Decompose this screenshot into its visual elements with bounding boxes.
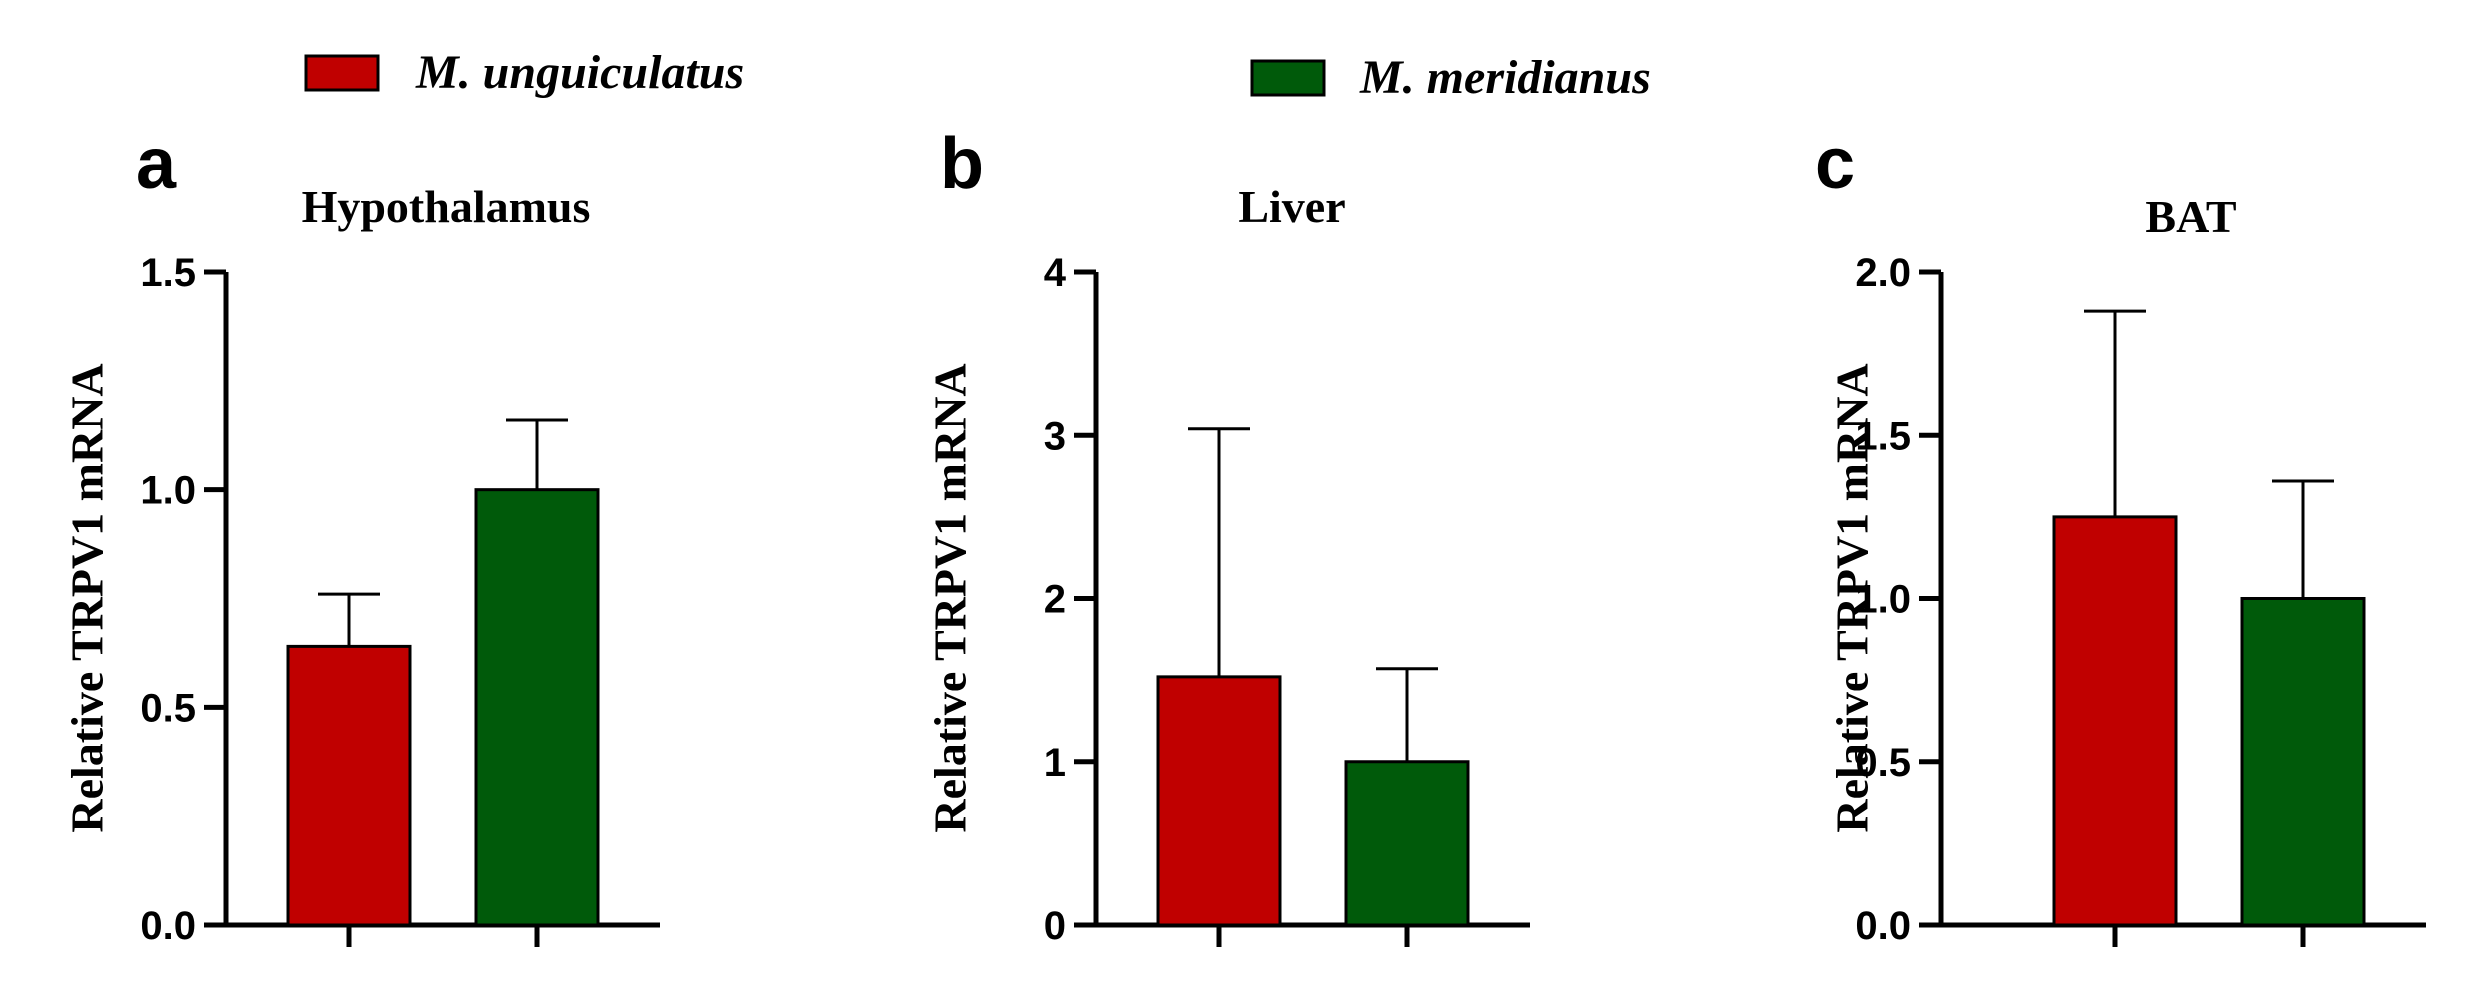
- panel-title: Hypothalamus: [302, 181, 591, 232]
- legend-label-meridianus: M. meridianus: [1359, 51, 1651, 104]
- y-axis-label: Relative TRPV1 mRNA: [925, 363, 976, 832]
- panel-b: b Liver Relative TRPV1 mRNA 0 1 2 3 4: [925, 124, 1530, 948]
- bar: [2052, 515, 2178, 927]
- y-tick-label: 1.5: [140, 251, 196, 295]
- y-tick-label: 1.0: [1855, 578, 1911, 622]
- legend: M. unguiculatus M. meridianus: [304, 46, 1651, 104]
- y-tick-label: 0.0: [140, 904, 196, 948]
- bar: [474, 488, 600, 927]
- y-tick-label: 4: [1044, 251, 1067, 295]
- panels: a Hypothalamus Relative TRPV1 mRNA 0.0 0.5 1.…: [62, 124, 2426, 948]
- panel-letter: a: [136, 124, 177, 204]
- y-tick-label: 0: [1044, 904, 1066, 948]
- y-tick-label: 0.0: [1855, 904, 1911, 948]
- y-tick-label: 0.5: [1855, 741, 1911, 785]
- y-axis-label: Relative TRPV1 mRNA: [1827, 363, 1878, 832]
- panel-a: a Hypothalamus Relative TRPV1 mRNA 0.0 0.5 1.…: [62, 124, 660, 948]
- bar: [1156, 675, 1282, 927]
- y-tick-label: 1.5: [1855, 414, 1911, 458]
- y-tick-label: 2.0: [1855, 251, 1911, 295]
- y-tick-label: 3: [1044, 414, 1066, 458]
- legend-swatch-meridianus: [1250, 59, 1326, 97]
- legend-label-unguiculatus: M. unguiculatus: [415, 46, 744, 99]
- panel-letter: c: [1815, 124, 1855, 204]
- bar: [286, 644, 412, 927]
- panel-title: Liver: [1238, 181, 1345, 232]
- panel-title: BAT: [2145, 191, 2236, 242]
- bar: [2240, 597, 2366, 927]
- bar: [1344, 760, 1470, 927]
- y-tick-label: 1: [1044, 741, 1066, 785]
- panel-letter: b: [940, 124, 984, 204]
- y-tick-label: 2: [1044, 578, 1066, 622]
- y-axis-label: Relative TRPV1 mRNA: [62, 363, 113, 832]
- y-tick-label: 0.5: [140, 686, 196, 730]
- panel-c: c BAT Relative TRPV1 mRNA 0.0 0.5 1.0 1.5 2.0: [1815, 124, 2426, 948]
- y-tick-label: 1.0: [140, 469, 196, 513]
- legend-swatch-unguiculatus: [304, 54, 380, 92]
